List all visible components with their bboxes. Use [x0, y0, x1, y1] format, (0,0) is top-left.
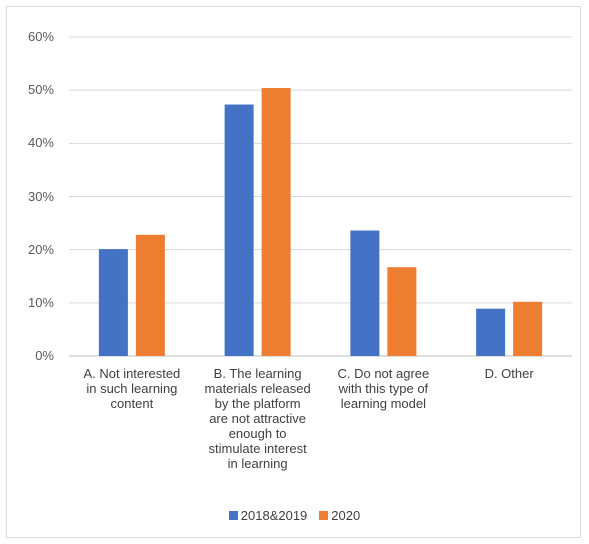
legend-label: 2020 [331, 508, 361, 523]
x-category-label: D. Other [444, 366, 574, 381]
x-category-label: B. The learning materials released by the … [193, 366, 323, 471]
legend-swatch [228, 511, 238, 520]
legend-item: 2020 [319, 508, 360, 523]
category-label-line: stimulate interest [208, 441, 307, 456]
legend-label: 2018&2019 [240, 508, 308, 523]
category-label-line: A. Not interested [83, 366, 181, 381]
category-label-line: in such learning [86, 381, 178, 396]
bar-2020-2 [261, 88, 291, 356]
legend-item: 2018&2019 [228, 508, 308, 523]
category-label-line: B. The learning [213, 366, 302, 381]
y-tick-label: 10% [27, 294, 54, 310]
category-label-line: C. Do not agree [337, 366, 430, 381]
bar-2018&2019-4 [476, 308, 506, 356]
bar-2020-3 [387, 267, 417, 356]
category-label-line: with this type of [338, 381, 429, 396]
x-category-label: C. Do not agree with this type of learning… [318, 366, 448, 411]
category-label-line: materials released [204, 381, 311, 396]
legend-swatch [319, 511, 329, 520]
bar-2018&2019-3 [350, 230, 380, 356]
category-label-line: enough to [228, 426, 287, 441]
category-label-line: content [110, 396, 154, 411]
bar-2020-1 [135, 234, 165, 356]
category-label-line: D. Other [484, 366, 534, 381]
category-label-line: are not attractive [209, 411, 307, 426]
category-label-line: learning model [340, 396, 427, 411]
y-tick-label: 30% [27, 188, 54, 204]
bar-2018&2019-1 [98, 249, 128, 356]
bar-2018&2019-2 [224, 104, 254, 356]
y-tick-label: 20% [27, 241, 54, 257]
category-label-line: by the platform [214, 396, 301, 411]
y-tick-label: 60% [27, 29, 54, 44]
bar-2020-4 [513, 301, 543, 356]
y-tick-label: 40% [27, 135, 54, 151]
y-tick-label: 0% [35, 348, 54, 363]
y-tick-label: 50% [27, 82, 54, 98]
x-category-label: A. Not interested in such learning content [67, 366, 197, 411]
legend: 2018&2019 2020 [0, 508, 589, 523]
category-label-line: in learning [227, 456, 288, 471]
